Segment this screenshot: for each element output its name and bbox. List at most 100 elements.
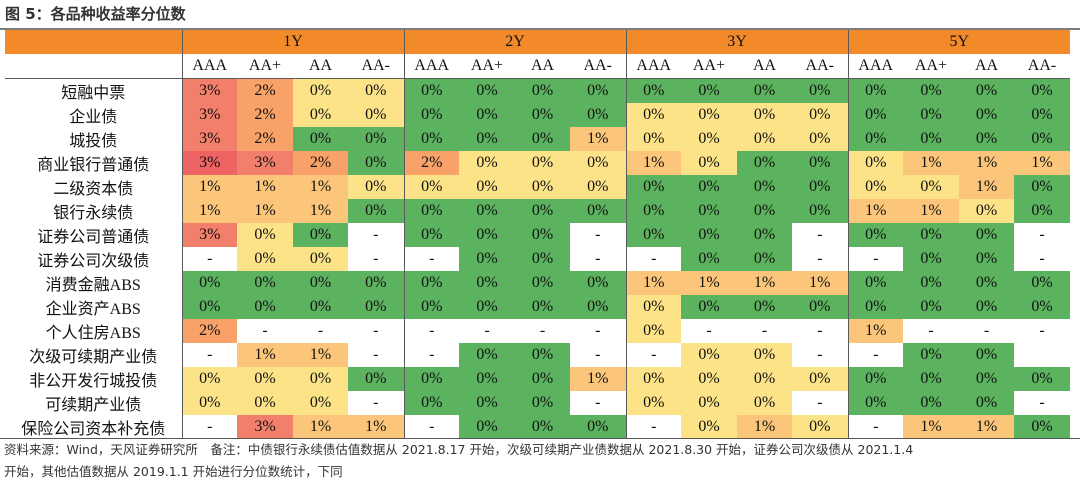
percentile-cell: 1% bbox=[293, 175, 348, 199]
percentile-cell: 0% bbox=[847, 103, 903, 127]
percentile-cell: 0% bbox=[570, 295, 626, 319]
percentile-cell: - bbox=[348, 391, 404, 415]
footnote-line-1: 资料来源：Wind，天风证券研究所 备注：中债银行永续债估值数据从 2021.8… bbox=[4, 442, 914, 457]
percentile-cell: 0% bbox=[847, 127, 903, 151]
percentile-cell: 1% bbox=[181, 199, 237, 223]
percentile-cell: 0% bbox=[792, 175, 848, 199]
percentile-cell: 0% bbox=[903, 127, 959, 151]
percentile-cell: 0% bbox=[348, 127, 404, 151]
percentile-cell: 0% bbox=[515, 223, 570, 247]
percentile-cell: 0% bbox=[459, 367, 515, 391]
percentile-cell: 0% bbox=[792, 415, 848, 439]
table-row: 非公开发行城投债 0% 0% 0% 0% 0% 0% 0% 1% 0% 0% 0% 0% 0% 0% 0% 0% bbox=[5, 367, 1070, 391]
percentile-cell: 0% bbox=[625, 175, 681, 199]
table-row: 城投债 3% 2% 0% 0% 0% 0% 0% 1% 0% 0% 0% 0% 0% 0% 0% 0% bbox=[5, 127, 1070, 151]
percentile-cell: 0% bbox=[737, 175, 792, 199]
percentile-cell: 2% bbox=[403, 151, 459, 175]
table-row: 次级可续期产业债 -1% 1% - -0% 0% - -0% 0% - -0% 0% bbox=[5, 343, 1070, 367]
percentile-cell: 0% bbox=[959, 343, 1014, 367]
percentile-cell: 1% bbox=[237, 343, 293, 367]
percentile-cell: 1% bbox=[293, 199, 348, 223]
row-label: 短融中票 bbox=[61, 85, 126, 102]
percentile-cell: 0% bbox=[459, 295, 515, 319]
percentile-cell: 0% bbox=[959, 391, 1014, 415]
percentile-cell: 0% bbox=[737, 343, 792, 367]
percentile-cell: - bbox=[293, 319, 348, 343]
percentile-cell: - bbox=[1014, 319, 1070, 343]
rating-header-3y-1: AA+ bbox=[681, 54, 737, 79]
percentile-cell: - bbox=[348, 319, 404, 343]
percentile-cell: 0% bbox=[847, 78, 903, 103]
percentile-cell: 0% bbox=[348, 199, 404, 223]
percentile-cell: 0% bbox=[847, 223, 903, 247]
percentile-cell: 0% bbox=[570, 271, 626, 295]
percentile-cell: 0% bbox=[570, 78, 626, 103]
percentile-cell: 1% bbox=[293, 343, 348, 367]
percentile-cell: 0% bbox=[348, 175, 404, 199]
percentile-cell: - bbox=[625, 415, 681, 439]
row-label: 城投债 bbox=[69, 133, 118, 150]
percentile-cell: - bbox=[792, 319, 848, 343]
percentile-cell: - bbox=[348, 247, 404, 271]
percentile-cell: 0% bbox=[625, 223, 681, 247]
percentile-cell: 0% bbox=[293, 223, 348, 247]
percentile-cell: 0% bbox=[348, 151, 404, 175]
percentile-cell: 0% bbox=[459, 175, 515, 199]
percentile-cell: 0% bbox=[293, 78, 348, 103]
percentile-cell: 0% bbox=[681, 247, 737, 271]
percentile-cell: 1% bbox=[237, 199, 293, 223]
percentile-cell: 0% bbox=[625, 295, 681, 319]
percentile-cell: 0% bbox=[625, 319, 681, 343]
percentile-cell: 0% bbox=[681, 295, 737, 319]
percentile-cell: 0% bbox=[1014, 199, 1070, 223]
percentile-cell: 1% bbox=[847, 319, 903, 343]
percentile-cell: 0% bbox=[959, 78, 1014, 103]
percentile-cell: 0% bbox=[515, 295, 570, 319]
row-label: 企业资产ABS bbox=[45, 301, 141, 318]
rating-corner-cell bbox=[5, 54, 182, 79]
percentile-cell: - bbox=[570, 319, 626, 343]
percentile-cell: 0% bbox=[348, 295, 404, 319]
percentile-cell: 0% bbox=[348, 103, 404, 127]
percentile-cell: 0% bbox=[847, 391, 903, 415]
percentile-cell: 1% bbox=[293, 415, 348, 439]
percentile-cell: 0% bbox=[903, 78, 959, 103]
percentile-cell: 0% bbox=[293, 247, 348, 271]
percentile-cell: 0% bbox=[237, 367, 293, 391]
percentile-cell: 0% bbox=[959, 367, 1014, 391]
percentile-cell: - bbox=[847, 247, 903, 271]
percentile-cell: 0% bbox=[681, 199, 737, 223]
percentile-cell: 0% bbox=[903, 103, 959, 127]
percentile-cell: 0% bbox=[293, 127, 348, 151]
percentile-cell: 0% bbox=[959, 103, 1014, 127]
percentile-cell: 1% bbox=[625, 271, 681, 295]
percentile-cell: 2% bbox=[237, 78, 293, 103]
percentile-cell: 0% bbox=[737, 103, 792, 127]
percentile-cell: - bbox=[1014, 223, 1070, 247]
percentile-cell: 2% bbox=[237, 127, 293, 151]
percentile-cell: 0% bbox=[181, 391, 237, 415]
percentile-cell: - bbox=[181, 247, 237, 271]
row-label: 保险公司资本补充债 bbox=[21, 421, 166, 438]
rating-header-1y-2: AA bbox=[293, 54, 348, 79]
percentile-cell: 0% bbox=[737, 295, 792, 319]
percentile-cell: 0% bbox=[403, 295, 459, 319]
percentile-cell: - bbox=[1014, 391, 1070, 415]
percentile-cell: 0% bbox=[515, 343, 570, 367]
percentile-cell: 0% bbox=[681, 367, 737, 391]
percentile-cell: - bbox=[181, 343, 237, 367]
percentile-cell: 0% bbox=[403, 103, 459, 127]
rating-header-5y-0: AAA bbox=[847, 54, 903, 79]
percentile-cell: 0% bbox=[181, 367, 237, 391]
percentile-cell: 0% bbox=[459, 127, 515, 151]
percentile-cell: 0% bbox=[403, 175, 459, 199]
percentile-cell: 0% bbox=[403, 199, 459, 223]
percentile-cell: - bbox=[625, 247, 681, 271]
percentile-cell: 1% bbox=[1014, 151, 1070, 175]
percentile-cell: 0% bbox=[737, 223, 792, 247]
percentile-cell: 0% bbox=[903, 367, 959, 391]
percentile-cell: - bbox=[403, 415, 459, 439]
percentile-cell: 0% bbox=[847, 271, 903, 295]
percentile-cell: 0% bbox=[959, 127, 1014, 151]
percentile-cell: 0% bbox=[459, 271, 515, 295]
